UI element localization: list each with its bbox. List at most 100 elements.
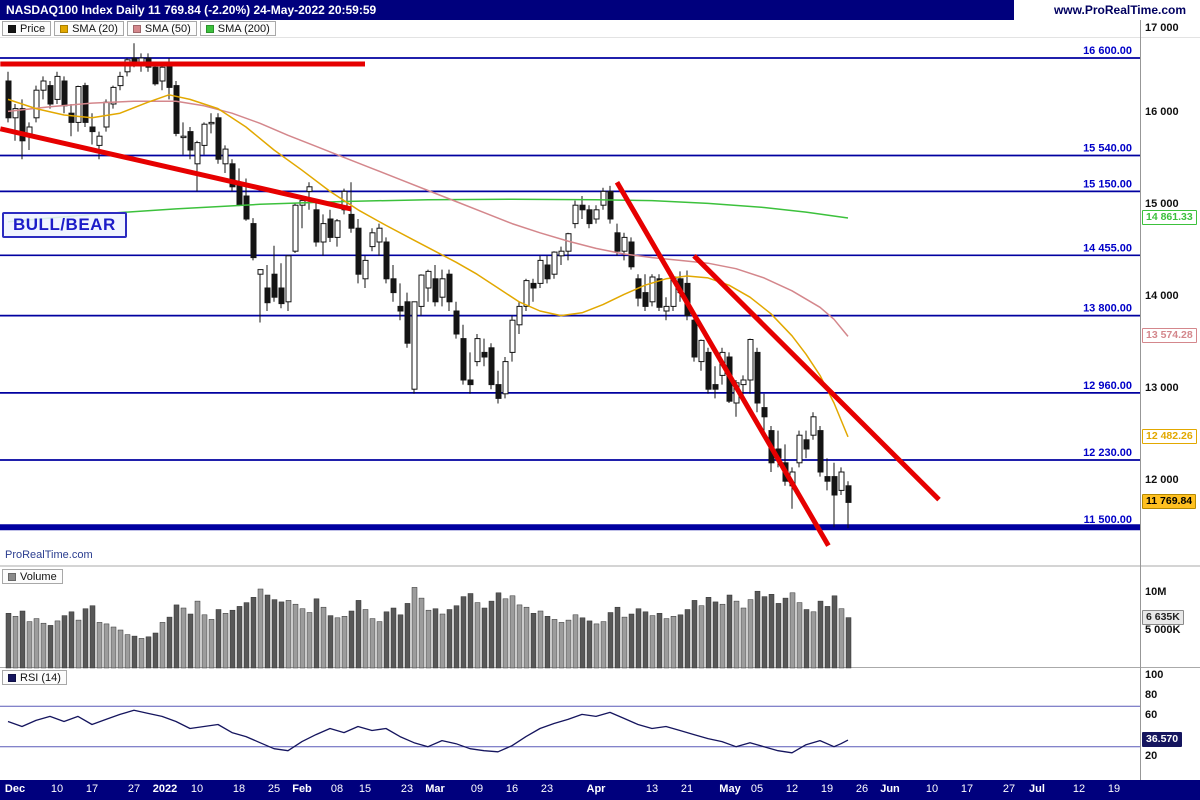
volume-bar — [320, 606, 327, 669]
date-axis-label: 2022 — [152, 783, 178, 795]
date-axis-label: 12 — [785, 783, 799, 795]
indicator-legend-bar: Price SMA (20) SMA (50) SMA (200) — [0, 20, 1200, 38]
volume-bar — [796, 602, 803, 669]
date-axis-label: 09 — [470, 783, 484, 795]
candle-body — [404, 301, 411, 344]
volume-bar — [152, 632, 159, 669]
volume-bar — [208, 619, 215, 669]
chart-canvas[interactable]: 16 600.00 15 540.00 15 150.00 14 455.00 13 8… — [0, 38, 1200, 780]
candle-body — [313, 209, 320, 243]
candle-body — [68, 112, 75, 123]
candle-body — [691, 319, 698, 358]
candle-body — [12, 108, 19, 119]
volume-bar — [726, 594, 733, 669]
volume-bar — [572, 614, 579, 669]
legend-chip-sma200[interactable]: SMA (200) — [199, 21, 276, 36]
candle-body — [544, 264, 551, 280]
candle-body — [40, 80, 47, 91]
sma20-value-tag: 12 482.26 — [1142, 428, 1197, 444]
volume-bar — [89, 605, 96, 669]
candle-body — [271, 273, 278, 298]
price-level-label: 12 230.00 — [1083, 447, 1132, 459]
candle-body — [803, 439, 810, 450]
volume-bar — [159, 622, 166, 669]
candle-body — [369, 232, 376, 248]
sma20-swatch-icon — [60, 24, 69, 33]
volume-bar — [537, 610, 544, 669]
candle-body — [306, 186, 313, 192]
chart-title: NASDAQ100 Index Daily 11 769.84 (-2.20%)… — [6, 3, 377, 17]
prorealtime-site-link[interactable]: www.ProRealTime.com — [1013, 0, 1200, 20]
legend-chip-sma20[interactable]: SMA (20) — [54, 21, 124, 36]
volume-bar — [236, 606, 243, 669]
candle-body — [180, 135, 187, 139]
date-axis-label: 19 — [1107, 783, 1121, 795]
volume-bar — [698, 605, 705, 669]
candle-body — [362, 259, 369, 280]
rsi-legend-chip[interactable]: RSI (14) — [2, 670, 67, 685]
volume-bar — [103, 623, 110, 669]
candle-body — [278, 287, 285, 305]
candle-body — [334, 220, 341, 238]
volume-bar — [264, 594, 271, 669]
date-axis-label: 23 — [540, 783, 554, 795]
legend-chip-sma50[interactable]: SMA (50) — [126, 21, 197, 36]
candle-body — [453, 310, 460, 335]
candle-body — [502, 361, 509, 395]
volume-bar — [467, 593, 474, 669]
volume-bar — [705, 597, 712, 669]
volume-bar — [670, 616, 677, 669]
candle-body — [551, 251, 558, 275]
candle-body — [509, 319, 516, 353]
trend-line — [692, 254, 941, 502]
volume-bar — [579, 617, 586, 669]
volume-bar — [26, 621, 33, 669]
candle-body — [607, 190, 614, 220]
candle-body — [817, 430, 824, 473]
candle-body — [89, 126, 96, 133]
date-axis-label: 10 — [190, 783, 204, 795]
candle-body — [47, 85, 54, 105]
candle-body — [215, 117, 222, 160]
candle-body — [19, 108, 26, 142]
date-axis-label: 27 — [127, 783, 141, 795]
date-axis-label: Mar — [425, 783, 445, 795]
candle-body — [54, 75, 61, 100]
volume-bar — [663, 618, 670, 669]
legend-chip-label: SMA (50) — [144, 22, 191, 35]
bull-bear-annotation[interactable]: BULL/BEAR — [2, 212, 127, 238]
price-level-label: 15 540.00 — [1083, 143, 1132, 155]
date-axis-label: 15 — [358, 783, 372, 795]
candle-body — [187, 131, 194, 151]
price-axis-tick: 13 000 — [1145, 382, 1179, 395]
price-axis-column[interactable]: 17 000 16 000 15 000 14 000 13 000 12 000 10M 5… — [1140, 20, 1200, 780]
volume-bar — [803, 609, 810, 669]
candle-body — [474, 338, 481, 363]
candle-body — [747, 339, 754, 381]
date-axis-label: 17 — [85, 783, 99, 795]
candle-body — [432, 278, 439, 303]
legend-chip-label: Price — [20, 22, 46, 35]
volume-bar — [201, 614, 208, 669]
candle-body — [712, 384, 719, 390]
date-axis-label: 16 — [505, 783, 519, 795]
volume-bar — [229, 609, 236, 669]
volume-bar — [19, 610, 26, 669]
date-axis-bar[interactable]: Dec 10 17 27 2022 10 18 25 Feb 08 15 23 Mar 09 16 23 Apr… — [0, 780, 1200, 800]
rsi-axis-tick: 100 — [1145, 669, 1164, 681]
volume-bar — [838, 608, 845, 669]
candle-body — [796, 434, 803, 464]
price-level-label: 15 150.00 — [1083, 178, 1132, 190]
volume-bar — [635, 608, 642, 669]
rsi-legend-label: RSI (14) — [20, 671, 61, 684]
volume-legend-label: Volume — [20, 570, 57, 583]
volume-bar — [418, 597, 425, 669]
volume-bar — [481, 607, 488, 669]
legend-chip-price[interactable]: Price — [2, 21, 52, 36]
candle-body — [530, 282, 537, 289]
candle-body — [418, 274, 425, 307]
volume-legend-chip[interactable]: Volume — [2, 569, 63, 584]
volume-bar — [824, 606, 831, 669]
volume-bar — [194, 600, 201, 669]
